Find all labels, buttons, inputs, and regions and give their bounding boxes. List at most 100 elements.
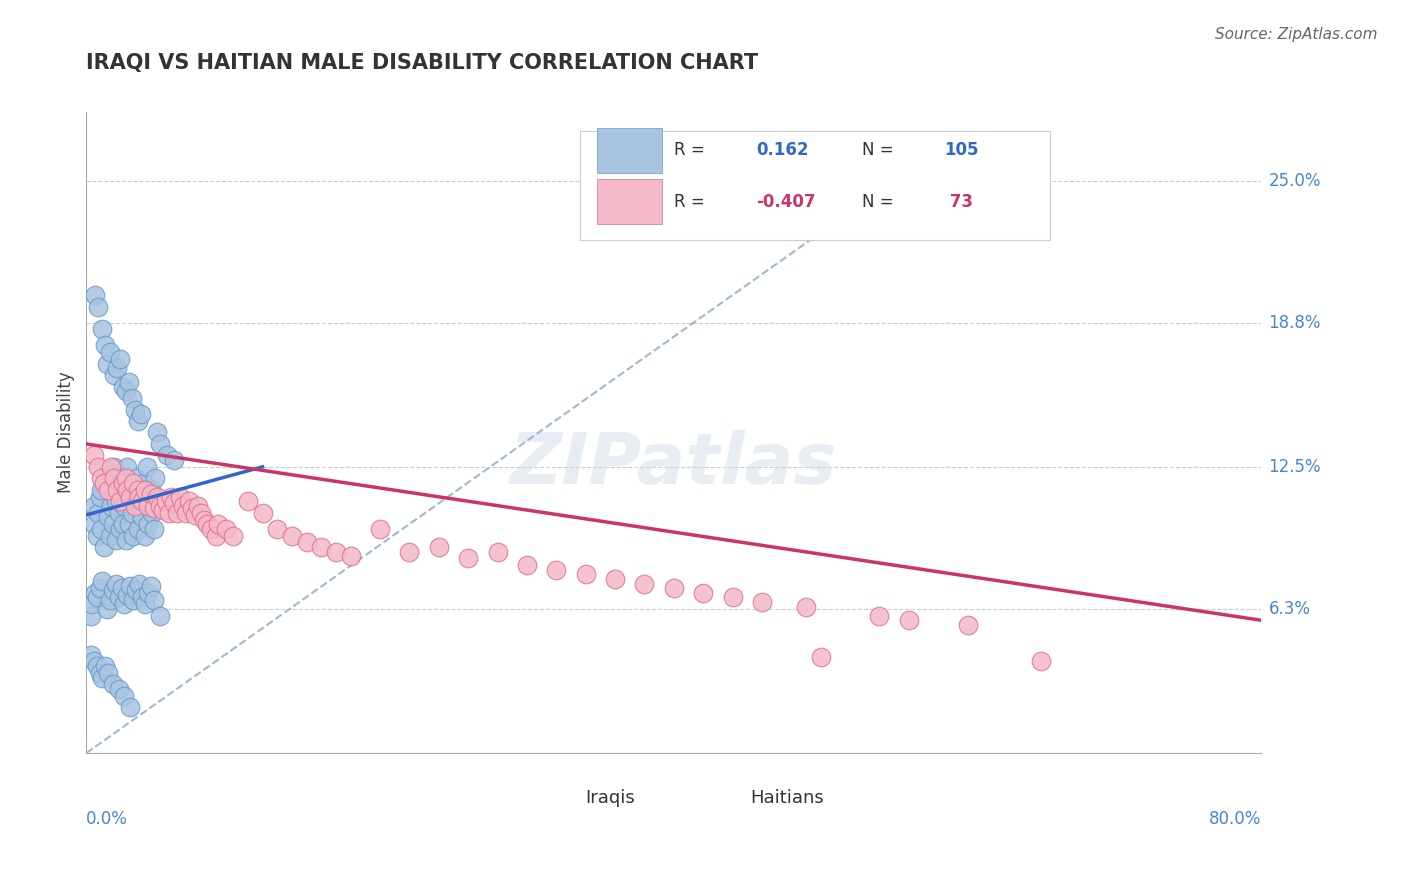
Point <box>222 528 245 542</box>
Point <box>163 496 186 510</box>
Point <box>398 544 420 558</box>
Point <box>128 483 150 497</box>
Point <box>94 659 117 673</box>
Text: 105: 105 <box>943 141 979 160</box>
Point <box>121 506 143 520</box>
FancyBboxPatch shape <box>598 179 662 224</box>
Text: IRAQI VS HAITIAN MALE DISABILITY CORRELATION CHART: IRAQI VS HAITIAN MALE DISABILITY CORRELA… <box>86 54 758 73</box>
Text: 12.5%: 12.5% <box>1268 458 1322 475</box>
Point <box>91 574 114 589</box>
Point <box>104 576 127 591</box>
Point <box>131 494 153 508</box>
Point <box>129 407 152 421</box>
Point <box>121 391 143 405</box>
Point <box>146 490 169 504</box>
Text: 73: 73 <box>943 193 973 211</box>
Text: N =: N = <box>862 193 893 211</box>
Text: Source: ZipAtlas.com: Source: ZipAtlas.com <box>1215 27 1378 42</box>
Point <box>546 563 568 577</box>
Point <box>169 490 191 504</box>
Point <box>97 510 120 524</box>
Point <box>103 471 125 485</box>
Point <box>117 588 139 602</box>
Point <box>368 522 391 536</box>
Point <box>157 506 180 520</box>
Point <box>311 540 333 554</box>
Point <box>80 608 103 623</box>
Point <box>83 449 105 463</box>
Point <box>149 608 172 623</box>
Point <box>101 583 124 598</box>
Point <box>105 483 128 497</box>
Point <box>139 579 162 593</box>
Point <box>751 595 773 609</box>
Point <box>146 499 169 513</box>
Point <box>91 671 114 685</box>
Point <box>174 506 197 520</box>
Text: 25.0%: 25.0% <box>1268 171 1322 190</box>
Text: 6.3%: 6.3% <box>1268 599 1310 618</box>
Point <box>111 475 134 490</box>
Point <box>90 483 112 497</box>
Point <box>139 483 162 497</box>
Point <box>86 659 108 673</box>
Point <box>84 288 107 302</box>
Point <box>100 499 122 513</box>
Point <box>111 517 134 532</box>
Point <box>98 528 121 542</box>
Point <box>207 517 229 532</box>
Point <box>181 501 204 516</box>
Point <box>142 501 165 516</box>
Text: R =: R = <box>673 141 704 160</box>
Point <box>200 522 222 536</box>
Point <box>204 528 226 542</box>
Text: Iraqis: Iraqis <box>586 789 636 807</box>
Point <box>118 517 141 532</box>
Point <box>86 591 108 605</box>
Point <box>104 533 127 548</box>
Point <box>120 579 142 593</box>
Point <box>117 459 139 474</box>
Point <box>97 483 120 497</box>
Point <box>633 576 655 591</box>
Point <box>124 402 146 417</box>
Point <box>252 506 274 520</box>
Point <box>136 586 159 600</box>
Point <box>114 689 136 703</box>
Point <box>956 617 979 632</box>
Point <box>91 322 114 336</box>
Point <box>107 591 129 605</box>
Text: Haitians: Haitians <box>751 789 824 807</box>
Point <box>128 576 150 591</box>
Point <box>118 375 141 389</box>
Point <box>98 345 121 359</box>
Point <box>193 512 215 526</box>
Text: 80.0%: 80.0% <box>1209 810 1261 829</box>
Point <box>117 475 139 490</box>
Point <box>122 592 145 607</box>
Point <box>105 361 128 376</box>
Point <box>110 471 132 485</box>
Point <box>110 581 132 595</box>
Point <box>108 494 131 508</box>
Point <box>266 522 288 536</box>
Point <box>156 449 179 463</box>
Point <box>868 608 890 623</box>
Point <box>128 490 150 504</box>
Point <box>138 494 160 508</box>
Point <box>108 522 131 536</box>
Point <box>110 490 132 504</box>
Point <box>662 581 685 595</box>
Point <box>810 649 832 664</box>
Text: ZIPatlas: ZIPatlas <box>510 430 838 499</box>
Point <box>96 602 118 616</box>
Point <box>166 506 188 520</box>
Point <box>184 508 207 522</box>
Point <box>427 540 450 554</box>
Point <box>132 475 155 490</box>
Point <box>125 471 148 485</box>
Text: -0.407: -0.407 <box>756 193 815 211</box>
Point <box>139 487 162 501</box>
Point <box>136 517 159 532</box>
Point <box>82 597 104 611</box>
